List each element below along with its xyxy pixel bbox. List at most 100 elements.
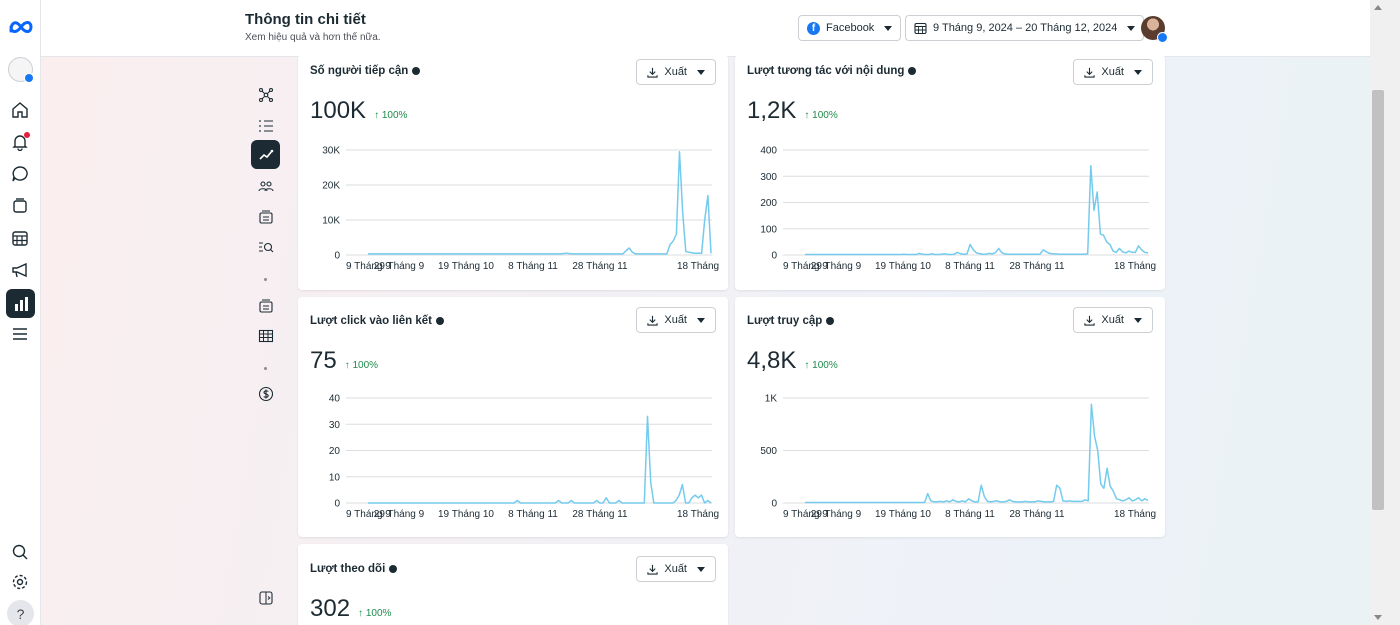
posts-icon[interactable] <box>9 195 31 217</box>
platform-label: Facebook <box>826 22 875 34</box>
scroll-up-icon[interactable] <box>1374 5 1382 10</box>
x-tick-label: 29 Tháng 9 <box>811 509 862 520</box>
x-tick-label: 18 Tháng <box>677 509 719 520</box>
series-line <box>805 165 1149 256</box>
metric: 302 ↑ 100% <box>310 595 391 623</box>
metric: 100K ↑ 100% <box>310 97 407 125</box>
trend-icon[interactable] <box>251 140 280 169</box>
audience-icon[interactable] <box>251 171 280 200</box>
network-icon[interactable] <box>251 80 280 109</box>
y-tick-label: 40 <box>329 394 341 405</box>
separator-dot <box>264 367 267 370</box>
info-icon[interactable] <box>435 317 444 325</box>
meta-logo-icon[interactable] <box>7 16 35 38</box>
calendar-icon[interactable] <box>9 227 31 249</box>
x-tick-label: 28 Tháng 11 <box>572 261 628 272</box>
export-button[interactable]: Xuất <box>1073 59 1153 85</box>
download-icon <box>647 564 658 575</box>
x-tick-label: 9 Tháng 9 <box>783 509 828 520</box>
y-tick-label: 0 <box>334 251 340 262</box>
export-button[interactable]: Xuất <box>636 307 716 333</box>
series-line <box>368 415 712 504</box>
engagement-card: Lượt tương tác với nội dung Xuất 1,2K ↑ … <box>735 55 1165 290</box>
help-icon[interactable]: ? <box>7 600 34 625</box>
x-tick-label: 29 Tháng 9 <box>374 261 425 272</box>
info-icon[interactable] <box>826 317 835 325</box>
metric-value: 75 <box>310 347 337 374</box>
card-title: Lượt theo dõi <box>310 563 398 575</box>
table-icon[interactable] <box>251 321 280 350</box>
chat-icon[interactable] <box>9 163 31 185</box>
metric-change: ↑ 100% <box>358 608 392 619</box>
x-tick-label: 19 Tháng 10 <box>438 261 494 272</box>
scrollbar-thumb[interactable] <box>1372 90 1384 510</box>
y-tick-label: 30K <box>322 146 340 157</box>
card-title: Số người tiếp cận <box>310 65 421 77</box>
y-tick-label: 10K <box>322 216 340 227</box>
y-tick-label: 10 <box>329 472 341 483</box>
export-label: Xuất <box>1101 314 1124 326</box>
x-tick-label: 18 Tháng <box>1114 509 1156 520</box>
y-tick-label: 0 <box>771 251 777 262</box>
x-tick-label: 29 Tháng 9 <box>811 261 862 272</box>
collapse-panel-icon[interactable] <box>251 583 280 612</box>
megaphone-icon[interactable] <box>9 259 31 281</box>
x-tick-label: 28 Tháng 11 <box>572 509 628 520</box>
download-icon <box>1084 315 1095 326</box>
export-label: Xuất <box>1101 66 1124 78</box>
info-icon[interactable] <box>389 565 398 573</box>
export-button[interactable]: Xuất <box>636 556 716 582</box>
chevron-down-icon <box>697 317 705 323</box>
export-button[interactable]: Xuất <box>636 59 716 85</box>
date-range-dropdown[interactable]: 9 Tháng 9, 2024 – 20 Tháng 12, 2024 <box>905 15 1145 41</box>
content-icon[interactable] <box>251 202 280 231</box>
info-icon[interactable] <box>908 67 917 75</box>
scroll-down-icon[interactable] <box>1374 615 1382 620</box>
y-tick-label: 1K <box>765 394 778 405</box>
x-tick-label: 28 Tháng 11 <box>1009 261 1065 272</box>
page-subtitle: Xem hiệu quả và hơn thế nữa. <box>245 32 381 43</box>
user-avatar[interactable] <box>1141 16 1168 43</box>
search-icon[interactable] <box>9 541 31 563</box>
card-title-text: Lượt tương tác với nội dung <box>747 65 905 77</box>
chevron-down-icon <box>884 25 893 31</box>
export-button[interactable]: Xuất <box>1073 307 1153 333</box>
info-icon[interactable] <box>412 67 421 75</box>
chevron-down-icon <box>697 69 705 75</box>
reach-card: Số người tiếp cận Xuất 100K ↑ 100% 0 10K 2… <box>298 55 728 290</box>
visits-card: Lượt truy cập Xuất 4,8K ↑ 100% 0 500 1K 9 T… <box>735 297 1165 537</box>
download-icon <box>1084 67 1095 78</box>
bell-icon[interactable] <box>9 131 31 153</box>
metric-change: ↑ 100% <box>804 360 838 371</box>
chevron-down-icon <box>1127 25 1136 31</box>
list-icon[interactable] <box>251 111 280 140</box>
export-label: Xuất <box>664 66 687 78</box>
media-icon[interactable] <box>251 291 280 320</box>
engagement-chart: 0 100 200 300 400 9 Tháng 929 Tháng 9 19 Tháng… <box>760 146 1156 273</box>
page-avatar[interactable] <box>8 57 34 83</box>
menu-icon[interactable] <box>9 323 31 345</box>
y-tick-label: 200 <box>760 198 777 209</box>
follows-card: Lượt theo dõi Xuất 302 ↑ 100% <box>298 544 728 625</box>
link-clicks-chart: 0 10 20 30 40 9 Tháng 929 Tháng 9 19 Tháng 10 8… <box>329 394 719 521</box>
link-clicks-card: Lượt click vào liên kết Xuất 75 ↑ 100% 0… <box>298 297 728 537</box>
x-tick-label: 8 Tháng 11 <box>508 509 558 520</box>
y-tick-label: 100 <box>760 224 777 235</box>
facebook-badge-icon <box>1157 32 1168 43</box>
x-tick-label: 18 Tháng <box>677 261 719 272</box>
metric: 75 ↑ 100% <box>310 347 378 375</box>
metric-value: 302 <box>310 595 351 622</box>
x-tick-label: 9 Tháng 9 <box>346 261 391 272</box>
dollar-icon[interactable] <box>251 379 280 408</box>
insights-icon[interactable] <box>6 289 35 318</box>
x-tick-label: 28 Tháng 11 <box>1009 509 1065 520</box>
search-list-icon[interactable] <box>251 232 280 261</box>
gear-icon[interactable] <box>9 571 31 593</box>
x-tick-label: 19 Tháng 10 <box>438 509 494 520</box>
notification-dot <box>24 132 30 138</box>
metric-value: 100K <box>310 97 367 124</box>
home-icon[interactable] <box>9 99 31 121</box>
y-tick-label: 400 <box>760 146 777 157</box>
card-title-text: Số người tiếp cận <box>310 65 409 77</box>
platform-dropdown[interactable]: f Facebook <box>798 15 902 41</box>
